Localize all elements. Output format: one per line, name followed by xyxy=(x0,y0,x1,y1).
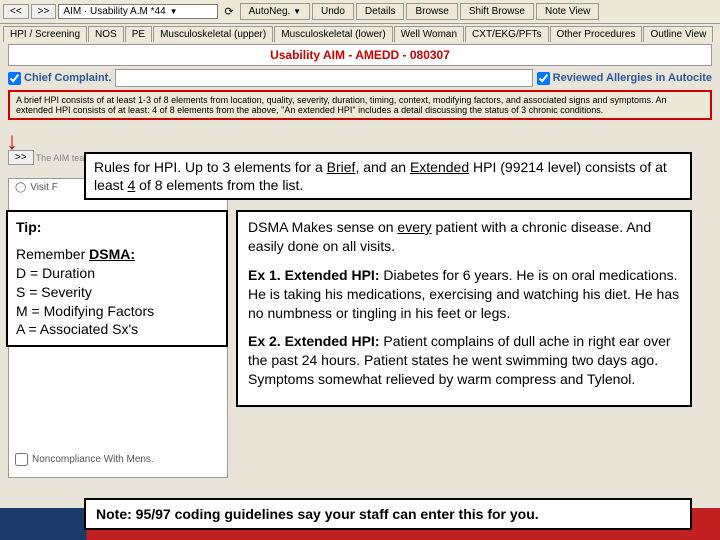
tab-other-procedures[interactable]: Other Procedures xyxy=(550,26,643,42)
dsma-intro: DSMA Makes sense on every patient with a… xyxy=(248,218,680,256)
noncompliance-checkbox[interactable] xyxy=(15,453,28,466)
chevron-down-icon: ▼ xyxy=(293,7,301,16)
refresh-icon[interactable]: ⟳ xyxy=(220,5,237,18)
forward-button[interactable]: >> xyxy=(31,4,57,19)
tip-m: M = Modifying Factors xyxy=(16,302,218,321)
tip-s: S = Severity xyxy=(16,283,218,302)
template-dropdown[interactable]: AIM · Usability A.M *44 ▼ xyxy=(58,4,218,19)
chief-checkbox-input[interactable] xyxy=(8,72,21,85)
chief-complaint-checkbox[interactable]: Chief Complaint. xyxy=(8,72,111,85)
dsma-example-1: Ex 1. Extended HPI: Diabetes for 6 years… xyxy=(248,266,680,323)
tab-well-woman[interactable]: Well Woman xyxy=(394,26,464,42)
brief-underline: Brief, xyxy=(327,159,360,175)
tip-a: A = Associated Sx's xyxy=(16,320,218,339)
back-button[interactable]: << xyxy=(3,4,29,19)
reviewed-allergies-checkbox[interactable]: Reviewed Allergies in Autocite xyxy=(537,72,712,85)
reviewed-checkbox-input[interactable] xyxy=(537,72,550,85)
tip-remember: Remember DSMA: xyxy=(16,245,218,264)
toolbar-top: << >> AIM · Usability A.M *44 ▼ ⟳ AutoNe… xyxy=(0,0,720,24)
undo-button[interactable]: Undo xyxy=(312,3,354,20)
tip-box: Tip: Remember DSMA: D = Duration S = Sev… xyxy=(6,210,228,347)
tip-title: Tip: xyxy=(16,218,218,237)
rules-box: Rules for HPI. Up to 3 elements for a Br… xyxy=(84,152,692,200)
browse-button[interactable]: Browse xyxy=(406,3,457,20)
chief-complaint-row: Chief Complaint. Reviewed Allergies in A… xyxy=(8,69,712,87)
page-title: Usability AIM - AMEDD - 080307 xyxy=(270,48,450,62)
noncompliance-item[interactable]: Noncompliance With Mens. xyxy=(9,450,227,469)
tab-hpi-screening[interactable]: HPI / Screening xyxy=(3,26,87,42)
title-bar: Usability AIM - AMEDD - 080307 xyxy=(8,44,712,66)
extended-underline: Extended xyxy=(410,159,469,175)
tab-pe[interactable]: PE xyxy=(125,26,152,42)
tab-musculo-lower[interactable]: Musculoskeletal (lower) xyxy=(274,26,392,42)
tab-cxt-ekg-pfts[interactable]: CXT/EKG/PFTs xyxy=(465,26,548,42)
chevron-down-icon: ▼ xyxy=(170,7,178,16)
expand-button[interactable]: >> xyxy=(8,150,34,165)
note-box: Note: 95/97 coding guidelines say your s… xyxy=(84,498,692,530)
shift-browse-button[interactable]: Shift Browse xyxy=(460,3,534,20)
circle-icon: ◯ xyxy=(15,182,26,193)
autoneg-button[interactable]: AutoNeg. ▼ xyxy=(240,3,310,20)
note-view-button[interactable]: Note View xyxy=(536,3,599,20)
dropdown-value: AIM · Usability A.M *44 xyxy=(63,6,165,17)
tab-outline-view[interactable]: Outline View xyxy=(643,26,713,42)
tab-musculo-upper[interactable]: Musculoskeletal (upper) xyxy=(153,26,273,42)
hpi-rules-small-text: A brief HPI consists of at least 1-3 of … xyxy=(8,90,712,120)
tabs-row: HPI / Screening NOS PE Musculoskeletal (… xyxy=(0,24,720,42)
tip-d: D = Duration xyxy=(16,264,218,283)
tab-nos[interactable]: NOS xyxy=(88,26,124,42)
dsma-example-2: Ex 2. Extended HPI: Patient complains of… xyxy=(248,332,680,389)
dsma-box: DSMA Makes sense on every patient with a… xyxy=(236,210,692,407)
details-button[interactable]: Details xyxy=(356,3,405,20)
chief-complaint-input[interactable] xyxy=(115,69,532,87)
